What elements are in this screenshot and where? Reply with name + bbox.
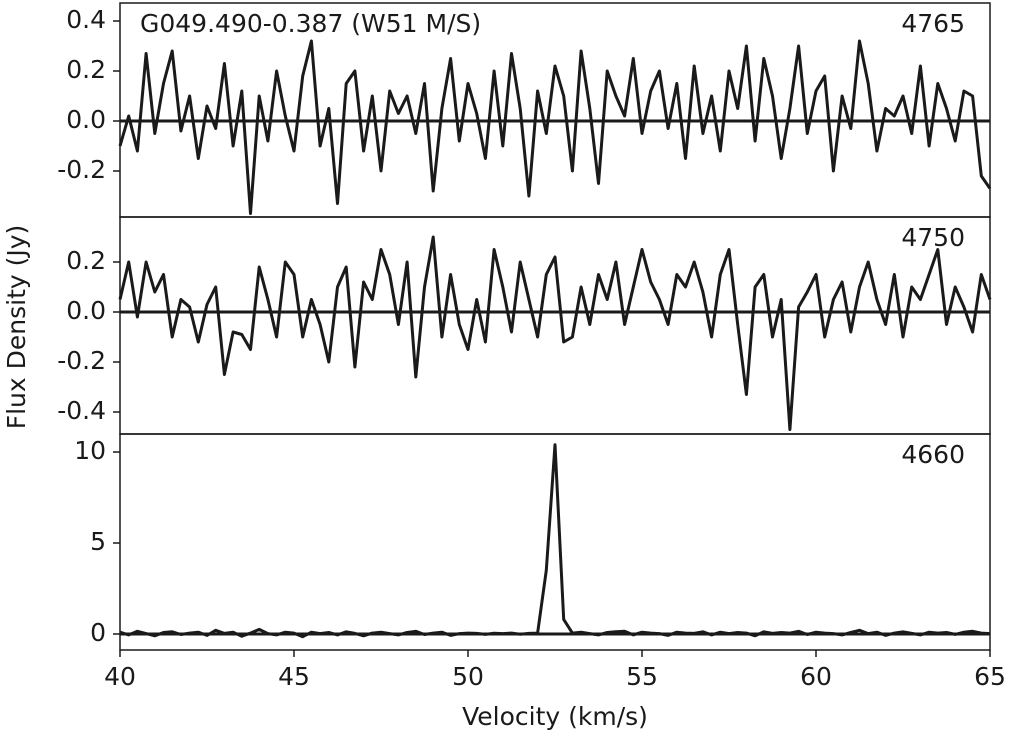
y-tick-label: -0.4 — [57, 396, 106, 425]
x-tick-label: 55 — [626, 662, 658, 691]
y-tick-label: 0.2 — [66, 55, 106, 84]
spectrum-line — [118, 39, 992, 215]
spectrum-line — [119, 443, 991, 639]
y-tick-label: 0.0 — [66, 296, 106, 325]
y-tick-label: 0.2 — [66, 246, 106, 275]
x-tick-label: 50 — [452, 662, 484, 691]
x-tick-label: 65 — [974, 662, 1006, 691]
y-tick-label: 0 — [90, 618, 106, 647]
x-tick-label: 45 — [278, 662, 310, 691]
y-tick-label: -0.2 — [57, 155, 106, 184]
x-tick-label: 40 — [104, 662, 136, 691]
y-axis-label: Flux Density (Jy) — [2, 225, 31, 430]
x-axis-label: Velocity (km/s) — [462, 702, 648, 731]
x-tick-label: 60 — [800, 662, 832, 691]
panel-label: 4750 — [901, 223, 965, 252]
panel-frame — [119, 216, 991, 435]
chart-title: G049.490-0.387 (W51 M/S) — [140, 9, 481, 38]
y-tick-label: 0.0 — [66, 105, 106, 134]
spectrum-line — [118, 235, 992, 431]
panel-label: 4765 — [901, 9, 965, 38]
panel-frame — [119, 433, 991, 651]
y-tick-label: 5 — [90, 527, 106, 556]
panel-label: 4660 — [901, 440, 965, 469]
y-tick-label: 0.4 — [66, 5, 106, 34]
y-tick-label: -0.2 — [57, 346, 106, 375]
y-tick-label: 10 — [74, 436, 106, 465]
